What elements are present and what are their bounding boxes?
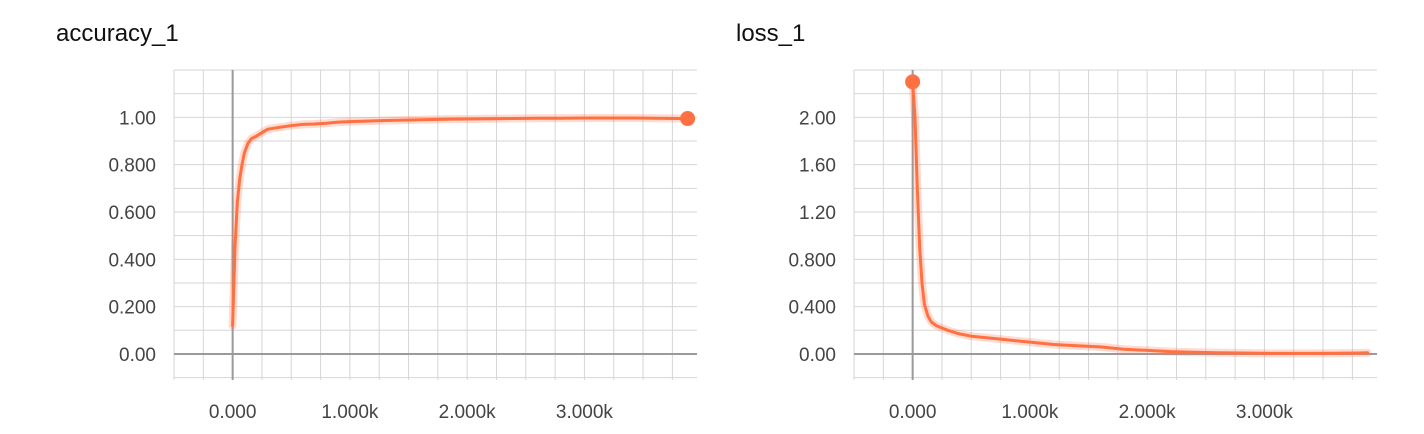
accuracy-chart: 0.00 0.200 0.400 0.600 0.800 1.00 0.000 1.000k 2… — [108, 69, 697, 423]
x-tick-label: 0.000 — [889, 402, 937, 423]
y-tick-label: 0.800 — [788, 250, 836, 271]
x-tick-label: 1.000k — [1001, 402, 1059, 423]
y-tick-label: 0.200 — [108, 298, 156, 319]
y-tick-label: 0.800 — [108, 156, 156, 177]
x-tick-label: 3.000k — [556, 402, 614, 423]
chart-title: accuracy_1 — [56, 20, 179, 47]
accuracy-chart-panel: accuracy_1 0.00 0.200 0.400 0.600 0.800 1.00 0… — [56, 20, 697, 423]
y-tick-label: 0.00 — [119, 345, 156, 366]
y-tick-label: 1.20 — [799, 203, 836, 224]
series-line-halo — [228, 114, 692, 330]
y-tick-label: 0.400 — [108, 250, 156, 271]
y-tick-label: 2.00 — [799, 108, 836, 129]
loss-chart-panel: loss_1 0.00 0.400 0.800 1.20 1.60 2.00 0.000 1.… — [680, 0, 1424, 434]
series-line-halo — [908, 77, 1372, 358]
series-line — [911, 80, 1370, 355]
series-marker — [905, 74, 921, 90]
y-tick-label: 1.60 — [799, 156, 836, 177]
x-tick-label: 2.000k — [1119, 402, 1177, 423]
x-tick-label: 3.000k — [1236, 402, 1294, 423]
y-tick-label: 0.600 — [108, 203, 156, 224]
chart-title: loss_1 — [736, 20, 806, 47]
y-tick-label: 0.400 — [788, 298, 836, 319]
series-marker — [680, 111, 696, 127]
y-tick-label: 0.00 — [799, 345, 836, 366]
x-tick-label: 0.000 — [209, 402, 257, 423]
x-tick-label: 1.000k — [321, 402, 379, 423]
x-tick-label: 2.000k — [439, 402, 497, 423]
loss-chart: 0.00 0.400 0.800 1.20 1.60 2.00 0.000 1.000k 2.0… — [788, 69, 1377, 423]
series-line — [231, 116, 690, 328]
y-tick-label: 1.00 — [119, 108, 156, 129]
